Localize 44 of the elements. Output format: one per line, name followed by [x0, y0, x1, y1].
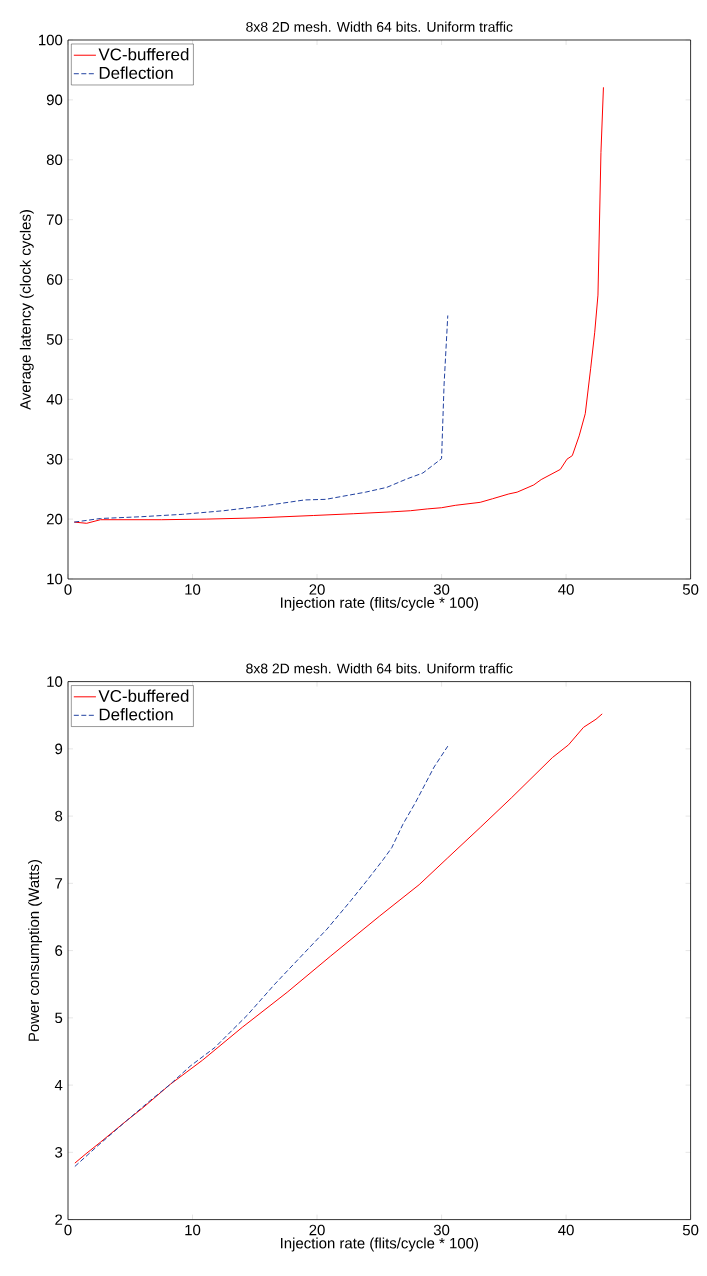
x-axis-title: Injection rate (flits/cycle * 100) — [281, 1237, 479, 1252]
y-tick-label: 90 — [46, 94, 63, 106]
y-tick-label: 20 — [46, 513, 63, 525]
y-tick-label: 3 — [55, 1147, 63, 1158]
y-tick-label: 40 — [46, 394, 63, 405]
y-tick-label: 10 — [47, 676, 63, 687]
y-axis-title: Average latency (clock cycles) — [19, 210, 34, 410]
chart-title: 8x8 2D mesh. Width 64 bits. Uniform traffic — [246, 21, 513, 32]
y-tick-label: 50 — [46, 334, 63, 345]
x-tick-label: 20 — [309, 584, 325, 595]
y-tick-label: 8 — [55, 810, 63, 822]
y-tick-label: 7 — [55, 878, 63, 889]
x-tick-label: 0 — [64, 1224, 72, 1236]
x-tick-label: 30 — [433, 584, 450, 595]
chart-title: 8x8 2D mesh. Width 64 bits. Uniform traffic — [246, 663, 513, 674]
line-series — [74, 745, 449, 1167]
y-tick-label: 100 — [39, 34, 63, 46]
legend-label: Deflection — [99, 66, 173, 79]
legend-label: Deflection — [99, 708, 173, 721]
legend-label: VC-buffered — [98, 47, 189, 61]
x-tick-label: 40 — [558, 1224, 574, 1236]
y-tick-label: 10 — [47, 573, 63, 585]
x-tick-label: 0 — [64, 584, 72, 595]
line-series — [73, 314, 449, 523]
y-tick-label: 5 — [55, 1012, 63, 1024]
y-tick-label: 4 — [54, 1079, 63, 1091]
legend-label: VC-buffered — [98, 689, 189, 702]
y-tick-label: 30 — [46, 453, 63, 465]
y-tick-label: 9 — [55, 743, 63, 755]
y-tick-label: 80 — [46, 154, 63, 166]
x-tick-label: 10 — [185, 584, 201, 595]
x-tick-label: 50 — [682, 1224, 699, 1236]
x-tick-label: 20 — [309, 1224, 325, 1236]
y-tick-label: 70 — [46, 214, 63, 225]
x-tick-label: 40 — [558, 584, 574, 595]
y-tick-label: 2 — [55, 1214, 63, 1225]
y-tick-label: 6 — [55, 945, 63, 956]
x-axis-title: Injection rate (flits/cycle * 100) — [281, 596, 479, 611]
line-series — [73, 86, 604, 524]
x-tick-label: 30 — [433, 1224, 450, 1236]
x-tick-label: 50 — [682, 584, 699, 595]
x-tick-label: 10 — [185, 1224, 201, 1236]
y-tick-label: 60 — [46, 274, 63, 285]
y-axis-title: Power consumption (Watts) — [28, 860, 43, 1041]
